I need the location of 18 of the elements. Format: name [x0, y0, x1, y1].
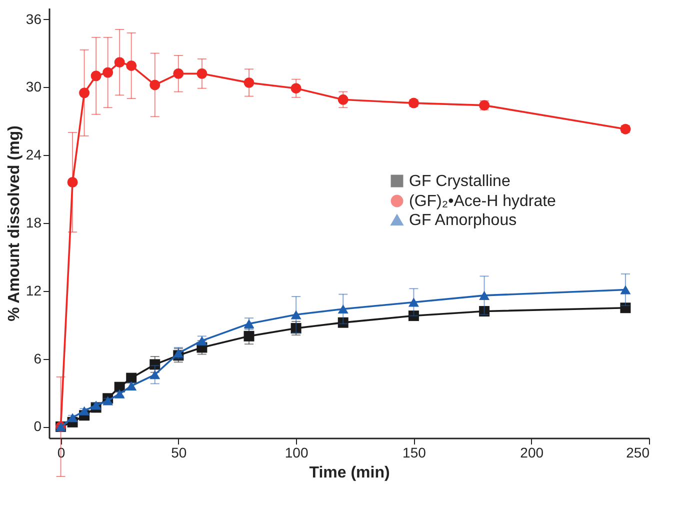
x-tick-label: 200	[520, 444, 544, 460]
y-tick-label: 18	[26, 214, 42, 230]
x-tick-label: 150	[402, 444, 426, 460]
y-tick-label: 6	[34, 350, 42, 366]
legend-label: (GF)₂•Ace-H hydrate	[409, 193, 556, 210]
x-tick-label: 100	[284, 444, 308, 460]
y-axis-title: % Amount dissolved (mg)	[6, 126, 23, 322]
x-tick-label: 0	[57, 444, 66, 460]
x-tick-label: 250	[626, 444, 650, 460]
y-tick-label: 12	[26, 282, 42, 298]
y-tick-label: 0	[34, 418, 42, 434]
legend-label: GF Amorphous	[409, 212, 517, 229]
x-tick-label: 50	[171, 444, 187, 460]
x-axis-title: Time (min)	[309, 464, 390, 482]
y-tick-label: 24	[26, 146, 42, 163]
legend-label: GF Crystalline	[409, 173, 510, 190]
y-tick-label: 30	[26, 78, 42, 95]
y-tick-label: 36	[26, 10, 42, 27]
